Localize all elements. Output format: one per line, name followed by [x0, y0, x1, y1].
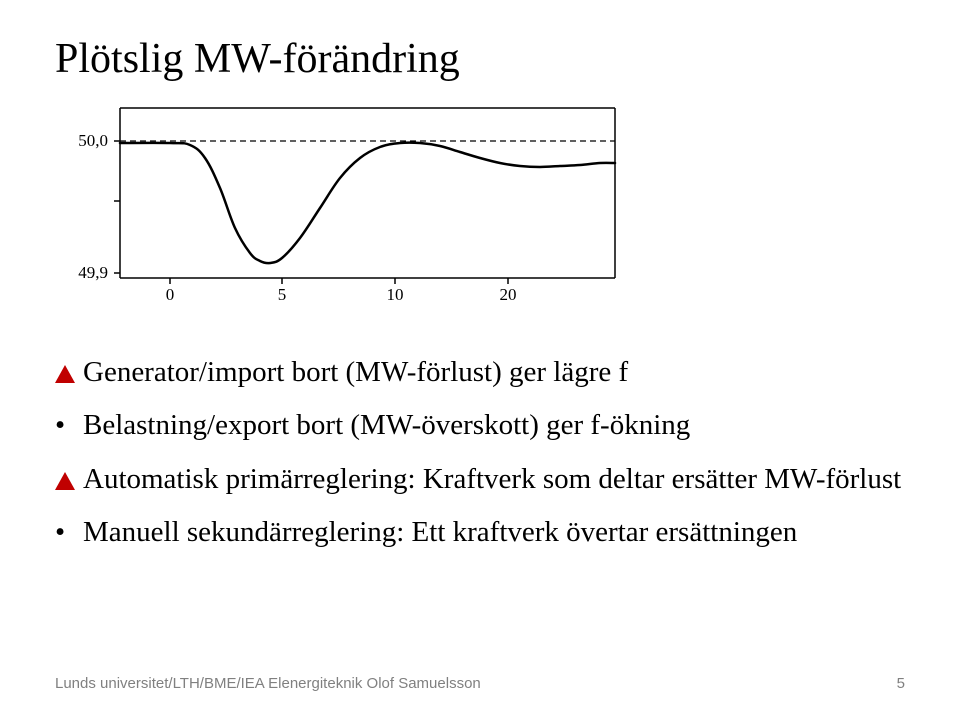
svg-text:49,9: 49,9 — [78, 263, 108, 282]
triangle-icon — [55, 470, 83, 488]
svg-text:50,0: 50,0 — [78, 131, 108, 150]
bullet-list: Generator/import bort (MW-förlust) ger l… — [55, 348, 905, 557]
triangle-icon — [55, 365, 75, 383]
bullet-dot-icon: • — [55, 411, 83, 440]
frequency-chart: 50,0 49,9 0 5 10 20 — [60, 103, 905, 313]
svg-text:10: 10 — [387, 285, 404, 304]
triangle-icon — [55, 363, 83, 381]
bullet-item: Generator/import bort (MW-förlust) ger l… — [55, 348, 905, 397]
svg-text:20: 20 — [500, 285, 517, 304]
bullet-text: Belastning/export bort (MW-överskott) ge… — [83, 401, 690, 450]
svg-text:5: 5 — [278, 285, 287, 304]
chart-svg: 50,0 49,9 0 5 10 20 — [60, 103, 620, 308]
slide: Plötslig MW-förändring 50,0 49,9 0 5 10 20 Ge… — [0, 0, 960, 714]
bullet-dot-icon: • — [55, 518, 83, 547]
bullet-dot-icon: • — [55, 518, 65, 547]
bullet-dot-icon: • — [55, 411, 65, 440]
footer-text: Lunds universitet/LTH/BME/IEA Elenergite… — [55, 675, 481, 692]
bullet-item: Automatisk primärreglering: Kraftverk so… — [55, 455, 905, 504]
bullet-text: Automatisk primärreglering: Kraftverk so… — [83, 455, 901, 504]
bullet-text: Manuell sekundärreglering: Ett kraftverk… — [83, 508, 797, 557]
svg-text:0: 0 — [166, 285, 175, 304]
bullet-item: • Manuell sekundärreglering: Ett kraftver… — [55, 508, 905, 557]
bullet-item: • Belastning/export bort (MW-överskott) g… — [55, 401, 905, 450]
bullet-text: Generator/import bort (MW-förlust) ger l… — [83, 348, 628, 397]
page-number: 5 — [897, 675, 905, 692]
triangle-icon — [55, 472, 75, 490]
page-title: Plötslig MW-förändring — [55, 35, 905, 83]
